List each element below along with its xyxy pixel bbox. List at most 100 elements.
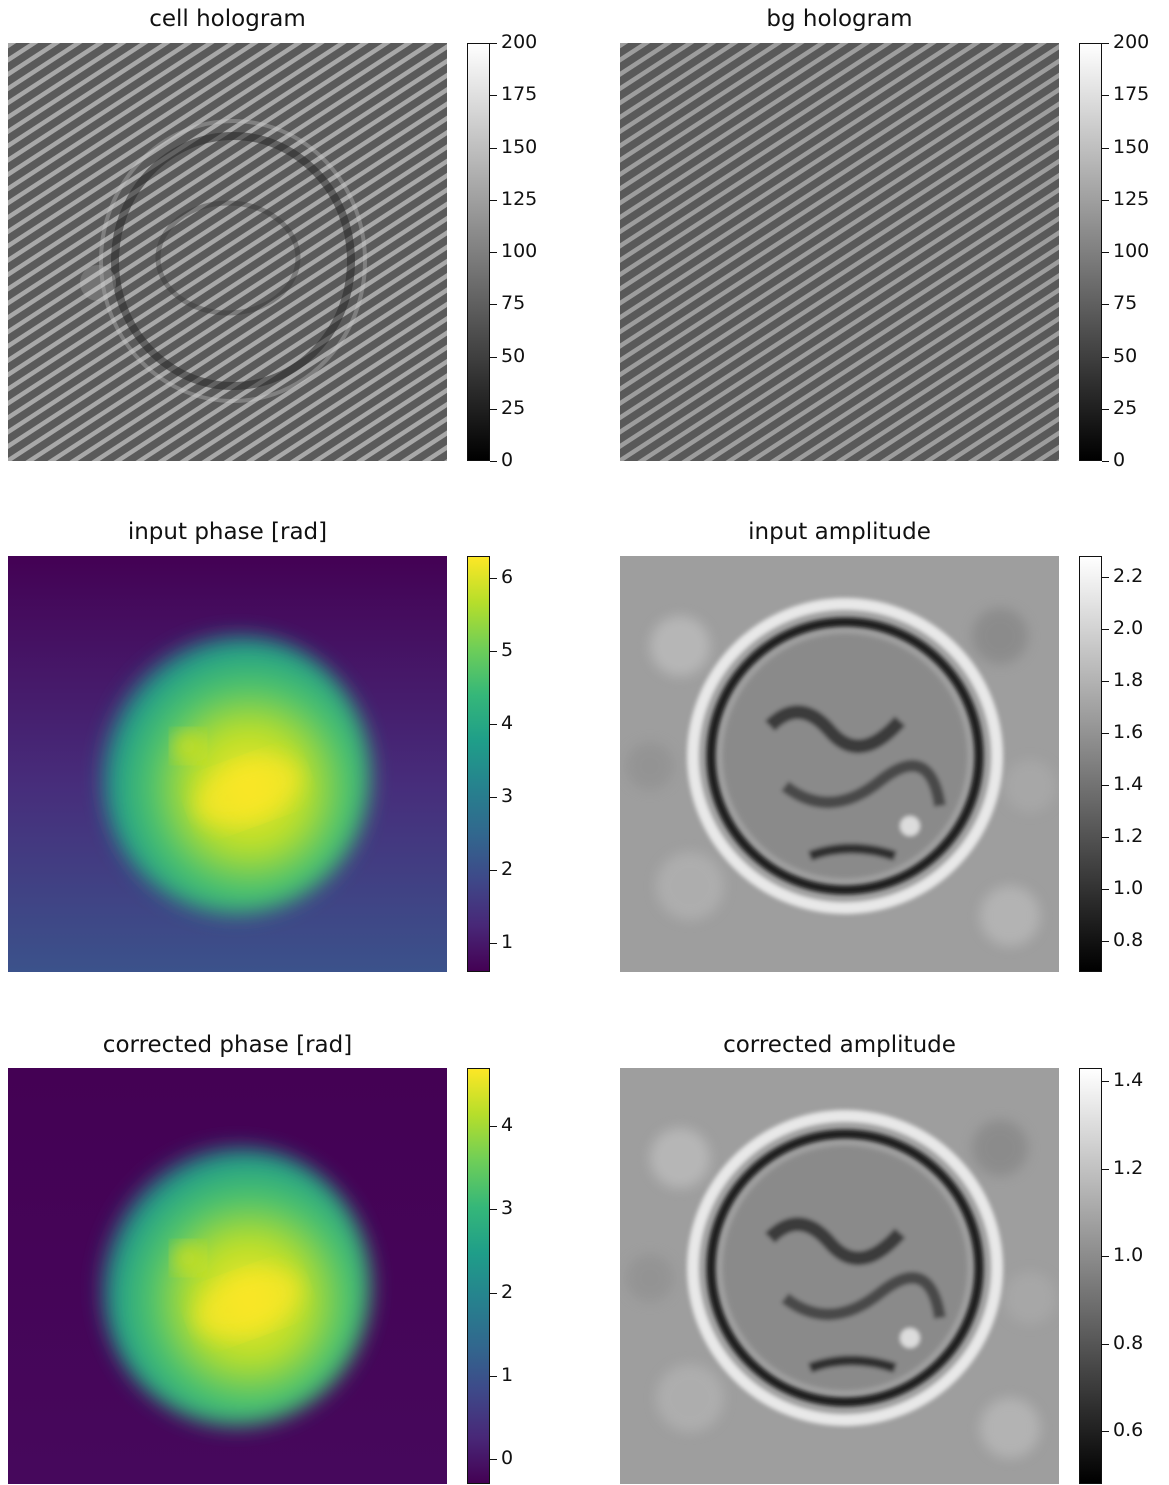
colorbar-tick [1102,629,1109,630]
colorbar-tick [1102,733,1109,734]
colorbar-tick [1102,681,1109,682]
colorbar-tick-label: 25 [1113,397,1138,419]
colorbar-tick-label: 100 [1113,240,1150,262]
colorbar-tick-label: 2.2 [1113,565,1144,587]
colorbar-tick-label: 1 [501,931,514,953]
colorbar-tick-label: 3 [501,785,514,807]
colorbar-tick-label: 125 [501,188,538,210]
colorbar-tick-label: 0 [1113,449,1126,471]
colorbar-tick-label: 3 [501,1197,514,1219]
colorbar-tick [1102,577,1109,578]
colorbar-tick [1102,95,1109,96]
colorbar-tick [490,651,497,652]
colorbar-tick [490,357,497,358]
panel-title: cell hologram [149,6,306,32]
colorbar [467,43,490,461]
colorbar-tick [490,797,497,798]
colorbar-tick [1102,941,1109,942]
colorbar-tick-label: 2.0 [1113,617,1144,639]
colorbar-tick-label: 1.8 [1113,669,1144,691]
colorbar [1079,1068,1102,1484]
input-phase-image [8,556,447,972]
colorbar-tick [490,95,497,96]
colorbar-tick [1102,1081,1109,1082]
colorbar-tick-label: 0.8 [1113,1332,1144,1354]
colorbar-tick [1102,1256,1109,1257]
colorbar-tick [1102,43,1109,44]
panel-title: corrected amplitude [723,1032,956,1058]
colorbar-tick [490,200,497,201]
colorbar-tick-label: 150 [1113,136,1150,158]
colorbar-tick-label: 4 [501,1114,514,1136]
colorbar-tick-label: 75 [501,292,526,314]
panel-title: corrected phase [rad] [102,1032,353,1058]
colorbar-tick [1102,148,1109,149]
colorbar-tick-label: 175 [501,83,538,105]
colorbar-tick [490,304,497,305]
corrected-amplitude-image [620,1068,1059,1484]
cell-hologram-image [8,43,447,461]
panel-title: input amplitude [748,519,931,545]
colorbar-tick [490,578,497,579]
colorbar-tick [1102,889,1109,890]
colorbar-tick-label: 0 [501,449,514,471]
colorbar-tick-label: 1.2 [1113,1157,1144,1179]
colorbar-tick-label: 6 [501,566,514,588]
colorbar-tick [490,43,497,44]
colorbar-tick-label: 1.6 [1113,721,1144,743]
colorbar-tick-label: 200 [1113,31,1150,53]
colorbar [467,1068,490,1484]
colorbar-tick-label: 2 [501,858,514,880]
colorbar-tick-label: 0.8 [1113,929,1144,951]
colorbar-tick-label: 150 [501,136,538,158]
colorbar-tick-label: 50 [1113,345,1138,367]
colorbar-tick-label: 1.4 [1113,1069,1144,1091]
colorbar [1079,43,1102,461]
colorbar-tick-label: 4 [501,712,514,734]
colorbar-tick-label: 1.4 [1113,773,1144,795]
colorbar-tick-label: 5 [501,639,514,661]
colorbar-tick-label: 50 [501,345,526,367]
colorbar-tick [490,943,497,944]
colorbar-tick [490,1459,497,1460]
colorbar-tick [1102,200,1109,201]
colorbar-tick [490,252,497,253]
colorbar-tick [490,870,497,871]
colorbar-tick [490,148,497,149]
colorbar-tick [490,724,497,725]
colorbar-tick [1102,461,1109,462]
colorbar-tick [490,409,497,410]
colorbar-tick [1102,785,1109,786]
colorbar-tick-label: 1.2 [1113,825,1144,847]
colorbar [467,556,490,972]
panel-title: input phase [rad] [127,519,328,545]
colorbar-tick-label: 75 [1113,292,1138,314]
colorbar-tick [490,1376,497,1377]
colorbar-tick [490,1126,497,1127]
colorbar-tick [490,1293,497,1294]
colorbar-tick [1102,1431,1109,1432]
colorbar-tick-label: 25 [501,397,526,419]
panel-title: bg hologram [766,6,913,32]
colorbar-tick [1102,837,1109,838]
colorbar-tick-label: 2 [501,1281,514,1303]
colorbar-tick-label: 1.0 [1113,877,1144,899]
colorbar-tick [490,1209,497,1210]
colorbar-tick [1102,1344,1109,1345]
colorbar-tick-label: 175 [1113,83,1150,105]
colorbar-tick-label: 0.6 [1113,1419,1144,1441]
colorbar-tick [490,461,497,462]
input-amplitude-image [620,556,1059,972]
colorbar-tick [1102,409,1109,410]
colorbar-tick-label: 1.0 [1113,1244,1144,1266]
colorbar [1079,556,1102,972]
colorbar-tick [1102,1169,1109,1170]
colorbar-tick-label: 1 [501,1364,514,1386]
colorbar-tick [1102,304,1109,305]
corrected-phase-image [8,1068,447,1484]
colorbar-tick [1102,357,1109,358]
colorbar-tick-label: 100 [501,240,538,262]
colorbar-tick-label: 0 [501,1447,514,1469]
colorbar-tick [1102,252,1109,253]
bg-hologram-image [620,43,1059,461]
